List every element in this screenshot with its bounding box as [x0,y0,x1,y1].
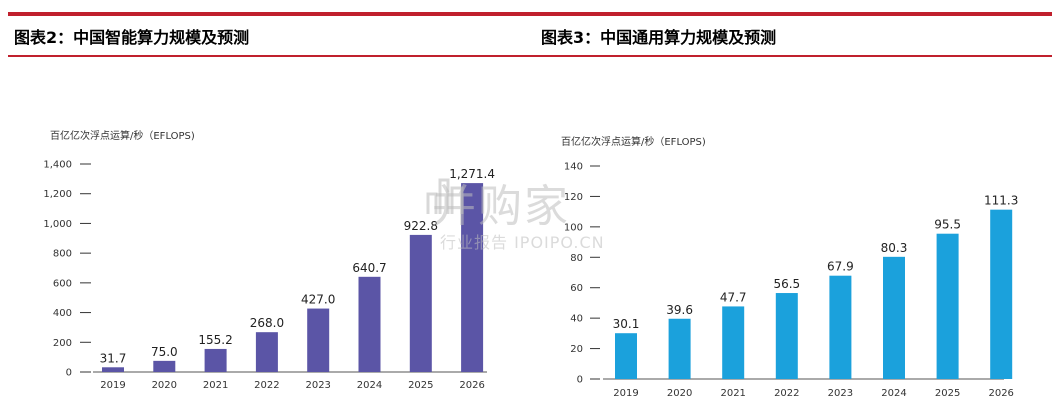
x-tick-label-2022: 2022 [254,380,279,391]
y-tick-label: 40 [570,314,583,325]
y-tick-label: 800 [53,249,72,260]
bar-2023 [307,308,330,372]
x-tick-label-2020: 2020 [152,380,177,391]
data-label-2024: 80.3 [881,241,908,255]
data-label-2019: 31.7 [100,351,127,365]
bar-2019 [102,367,124,372]
x-tick-label-2024: 2024 [357,380,382,391]
y-tick-label: 80 [570,253,583,264]
x-tick-label-2019: 2019 [100,380,125,391]
bar-2023 [829,275,852,379]
bar-2022 [255,332,278,372]
data-label-2025: 922.8 [404,219,438,233]
y-tick-label: 100 [564,222,583,233]
bar-2024 [883,256,905,379]
data-label-2022: 268.0 [250,316,284,330]
x-tick-label-2025: 2025 [408,380,433,391]
x-tick-label-2021: 2021 [203,380,228,391]
y-tick-label: 200 [53,338,72,349]
y-axis-unit-label: 百亿亿次浮点运算/秒（EFLOPS) [50,129,195,142]
data-label-2024: 640.7 [352,261,386,275]
y-tick-label: 0 [577,375,583,386]
x-tick-label-2021: 2021 [720,388,745,399]
y-tick-label: 400 [53,308,72,319]
y-tick-label: 1,400 [43,160,72,171]
x-tick-label-2026: 2026 [459,380,484,391]
data-label-2026: 111.3 [984,194,1018,208]
data-label-2026: 1,271.4 [449,167,495,181]
data-label-2025: 95.5 [934,218,961,232]
header-top-rule [8,12,1052,16]
x-tick-label-2023: 2023 [305,380,330,391]
bar-2020 [153,360,176,372]
y-tick-label: 1,200 [43,189,72,200]
data-label-2019: 30.1 [613,317,640,331]
bar-2022 [775,293,798,379]
data-label-2020: 39.6 [666,303,693,317]
bar-2024 [358,276,381,372]
x-tick-label-2020: 2020 [667,388,692,399]
y-tick-label: 120 [564,192,583,203]
x-tick-label-2026: 2026 [988,388,1013,399]
bar-2025 [409,234,432,372]
data-label-2023: 67.9 [827,260,854,274]
bar-2026 [990,209,1013,379]
x-tick-label-2023: 2023 [828,388,853,399]
data-label-2022: 56.5 [773,277,800,291]
x-tick-label-2022: 2022 [774,388,799,399]
header-bottom-rule [8,55,1052,57]
data-label-2020: 75.0 [151,345,178,359]
bar-2021 [204,348,227,372]
data-label-2021: 155.2 [198,333,232,347]
left-figure-title: 图表2：中国智能算力规模及预测 [14,28,250,47]
building-logo-icon [426,178,464,214]
y-tick-label: 1,000 [43,219,72,230]
x-tick-label-2019: 2019 [613,388,638,399]
bar-2019 [615,333,637,379]
bar-2020 [668,318,691,379]
x-tick-label-2024: 2024 [881,388,906,399]
y-tick-label: 0 [66,368,72,379]
bar-2026 [461,183,484,372]
y-tick-label: 140 [564,162,583,173]
y-axis-unit-label: 百亿亿次浮点运算/秒（EFLOPS) [561,135,706,148]
data-label-2023: 427.0 [301,293,335,307]
y-tick-label: 20 [570,344,583,355]
y-tick-label: 60 [570,283,583,294]
bar-2025 [936,233,959,379]
bar-2021 [722,306,745,379]
y-tick-label: 600 [53,278,72,289]
right-figure-title: 图表3：中国通用算力规模及预测 [541,28,777,47]
data-label-2021: 47.7 [720,290,747,304]
x-tick-label-2025: 2025 [935,388,960,399]
